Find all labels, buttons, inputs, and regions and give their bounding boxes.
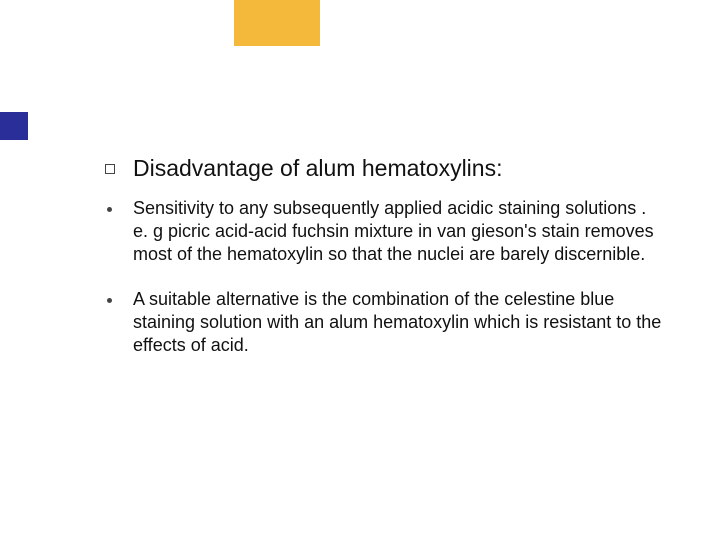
title-row: Disadvantage of alum hematoxylins: xyxy=(105,154,665,183)
bullet-text: A suitable alternative is the combinatio… xyxy=(133,288,665,357)
dot-bullet-icon xyxy=(107,207,112,212)
decor-blue-square xyxy=(0,112,28,140)
decor-yellow-rect xyxy=(234,0,320,46)
dot-bullet-icon xyxy=(107,298,112,303)
bullet-item: Sensitivity to any subsequently applied … xyxy=(105,197,665,266)
slide-title: Disadvantage of alum hematoxylins: xyxy=(133,154,502,183)
slide-content: Disadvantage of alum hematoxylins: Sensi… xyxy=(105,154,665,379)
square-bullet-icon xyxy=(105,164,115,174)
bullet-text: Sensitivity to any subsequently applied … xyxy=(133,197,665,266)
bullet-item: A suitable alternative is the combinatio… xyxy=(105,288,665,357)
